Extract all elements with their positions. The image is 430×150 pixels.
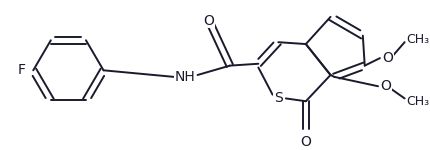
Text: O: O xyxy=(301,135,311,149)
Text: CH₃: CH₃ xyxy=(406,95,430,108)
Text: O: O xyxy=(382,51,393,65)
Text: O: O xyxy=(380,79,391,93)
Text: S: S xyxy=(274,92,283,105)
Text: CH₃: CH₃ xyxy=(406,33,430,46)
Text: O: O xyxy=(203,14,215,28)
Text: F: F xyxy=(18,63,26,77)
Text: NH: NH xyxy=(175,70,196,84)
